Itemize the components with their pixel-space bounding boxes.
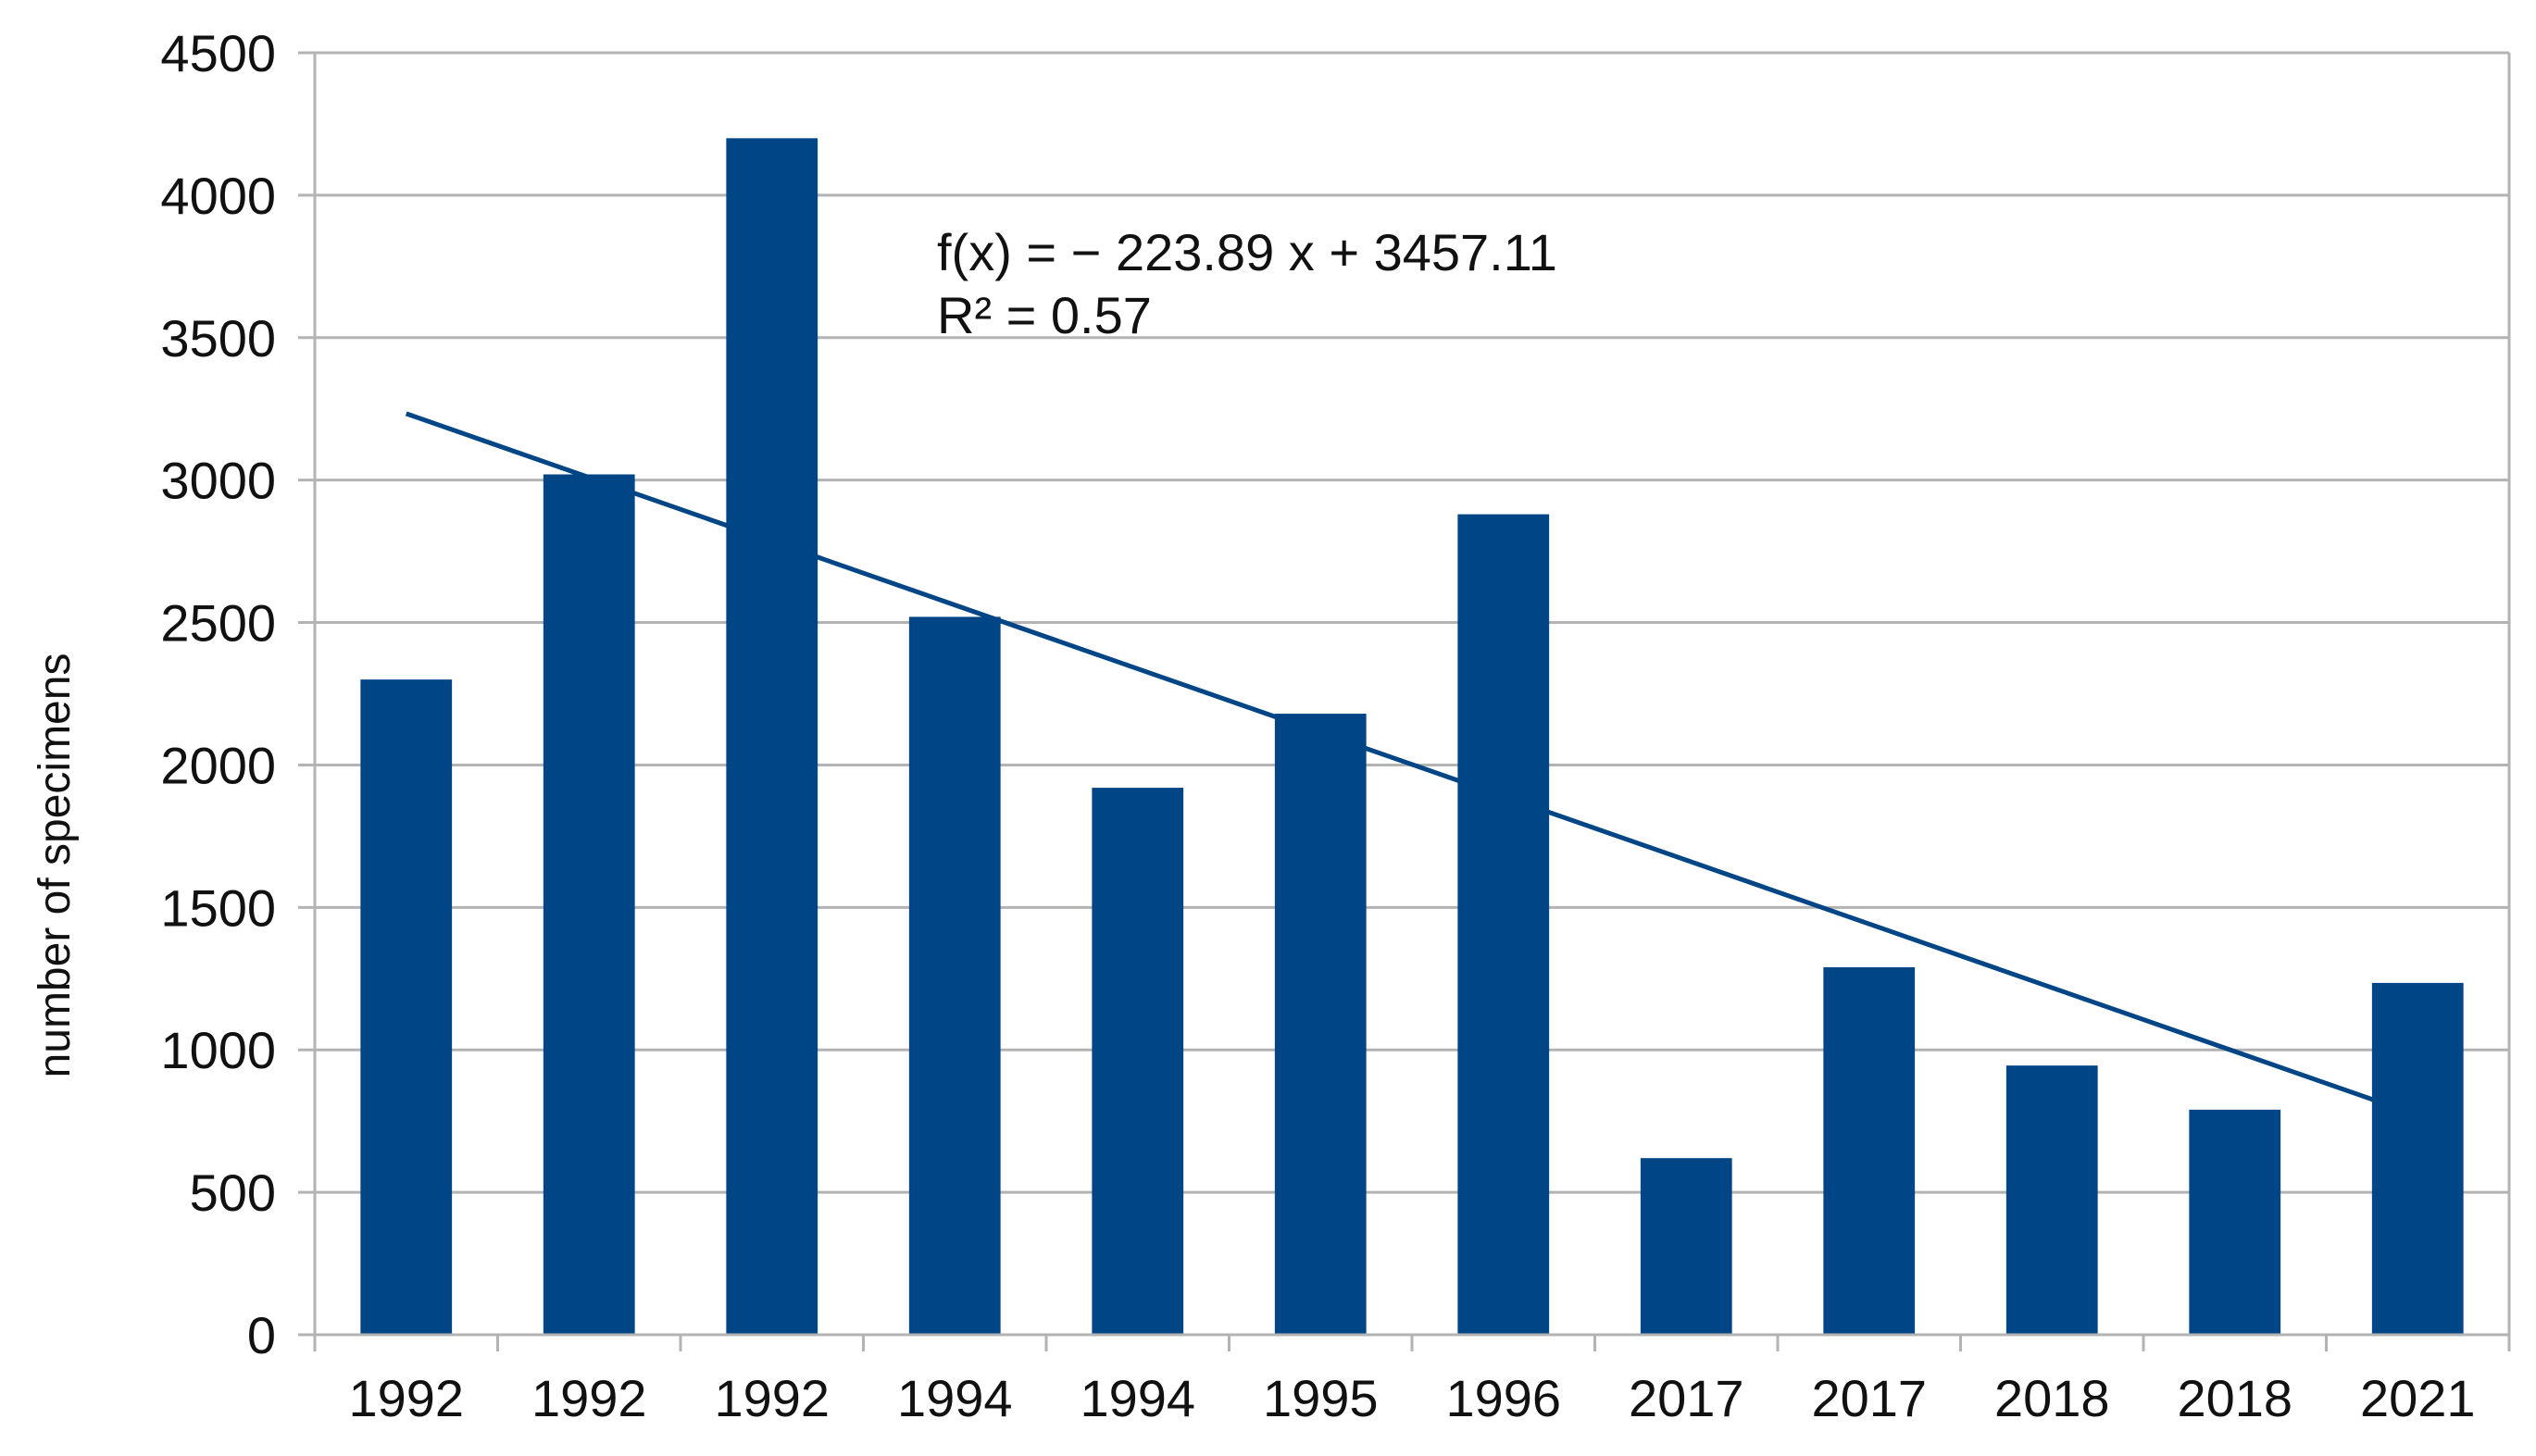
bar-11 [2371,982,2464,1335]
trendline-group [405,411,2419,1118]
x-tick-labels: 1992 1992 1992 1994 1994 1995 1996 2017 2017 2018… [348,1369,2475,1427]
axes [313,53,2511,1351]
y-tick-label: 1000 [160,1021,276,1079]
x-tick-label: 1995 [1263,1369,1379,1427]
y-tick-label: 0 [247,1306,276,1364]
bar-1 [543,474,635,1335]
x-tick-label: 2017 [1629,1369,1744,1427]
bars [360,138,2464,1335]
trendline [405,411,2419,1118]
trendline-equation: f(x) = − 223.89 x + 3457.11 [937,223,1557,281]
bar-3 [908,616,1001,1335]
x-tick-label: 1996 [1445,1369,1561,1427]
y-tick-label: 4500 [160,24,276,82]
bar-10 [2189,1109,2281,1335]
y-tick-label: 500 [190,1164,276,1222]
y-tick-label: 3500 [160,309,276,367]
bar-7 [1640,1158,1732,1335]
x-tick-label: 1994 [897,1369,1013,1427]
bar-0 [360,679,453,1335]
x-tick-label: 2018 [1994,1369,2110,1427]
x-tick-label: 1992 [531,1369,647,1427]
y-tick-label: 1500 [160,878,276,937]
x-tick-label: 2017 [1811,1369,1927,1427]
y-tick-label: 3000 [160,452,276,510]
bar-8 [1823,966,1916,1335]
bar-5 [1274,714,1367,1335]
bar-9 [2005,1065,2098,1335]
x-tick-label: 1994 [1080,1369,1195,1427]
y-tick-labels: 0 500 1000 1500 2000 2500 3000 3500 4000 4500 [160,24,315,1364]
y-tick-label: 4000 [160,167,276,225]
y-tick-label: 2000 [160,736,276,794]
x-tick-label: 1992 [714,1369,830,1427]
y-axis-title: number of specimens [31,653,80,1078]
x-tick-label: 1992 [348,1369,464,1427]
bar-2 [726,138,818,1335]
trendline-r-squared: R² = 0.57 [937,286,1152,344]
x-tick-label: 2021 [2360,1369,2476,1427]
y-tick-label: 2500 [160,594,276,653]
bar-4 [1092,788,1184,1335]
x-tick-label: 2018 [2177,1369,2292,1427]
gridlines [315,51,2509,1194]
bar-6 [1457,514,1550,1335]
